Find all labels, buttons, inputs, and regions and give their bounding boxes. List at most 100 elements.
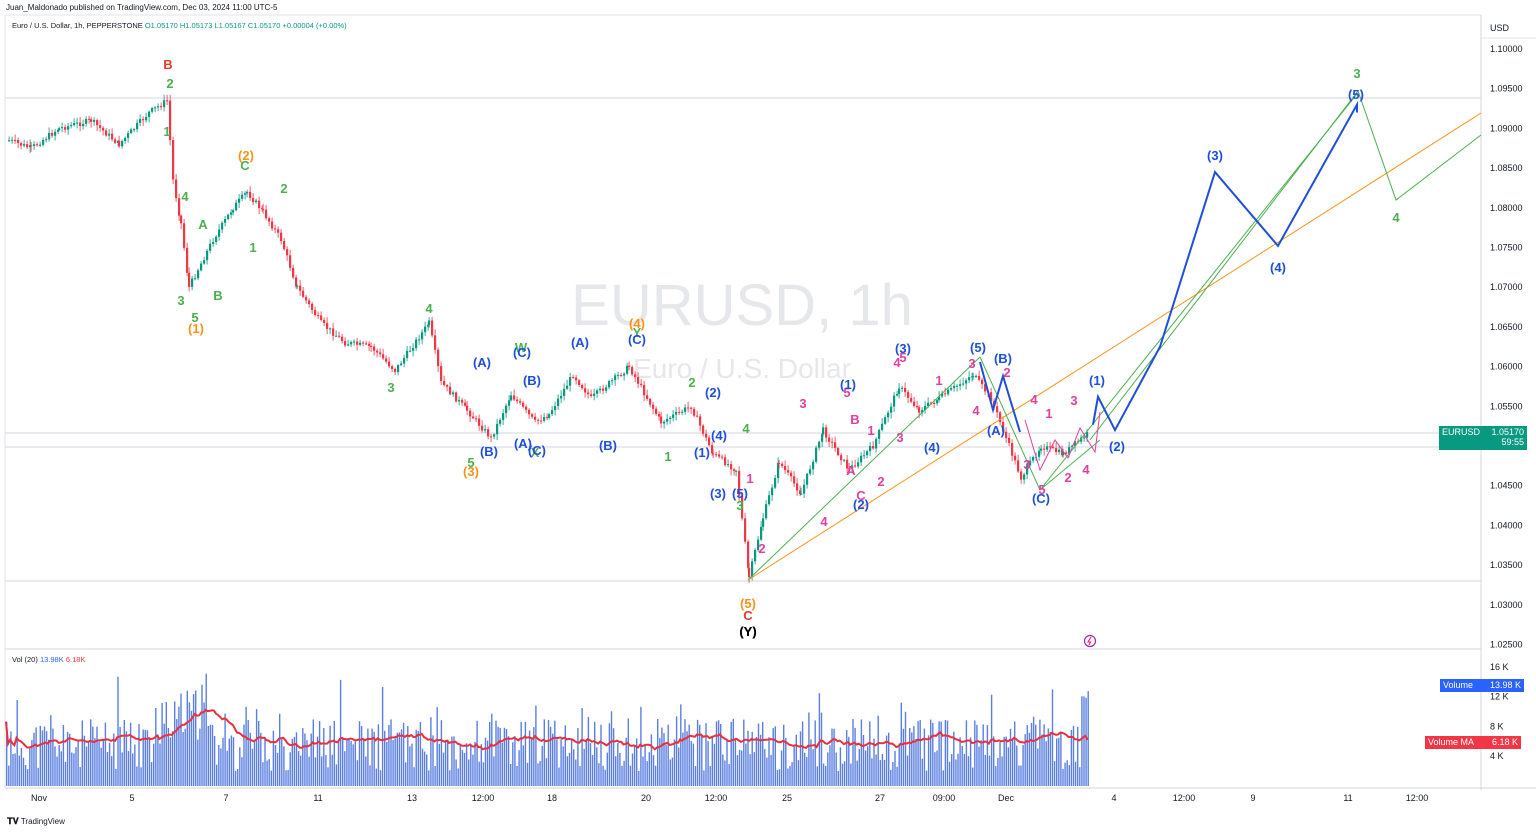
wave-label: 3: [177, 293, 184, 308]
volume-bar: [883, 759, 886, 786]
candle-body: [851, 465, 854, 469]
candle-body: [295, 277, 298, 287]
volume-bar: [518, 750, 520, 786]
candle-body: [397, 365, 400, 373]
candle-body: [777, 462, 780, 479]
volume-bar: [669, 759, 671, 786]
volume-bar: [373, 731, 375, 786]
candle-body: [959, 384, 962, 386]
candle-body: [1049, 446, 1052, 448]
candle-body: [45, 139, 48, 141]
volume-bar: [165, 701, 167, 786]
candle-body: [427, 324, 430, 327]
candle-body: [548, 414, 551, 418]
candle-body: [705, 433, 708, 438]
volume-bar: [829, 745, 831, 786]
volume-bar: [249, 732, 251, 786]
candle-body: [230, 212, 233, 215]
candle-body: [121, 141, 124, 147]
candle-body: [525, 406, 528, 410]
candle-body: [169, 100, 172, 141]
candle-body: [587, 392, 590, 395]
volume-bar: [1018, 765, 1020, 786]
volume-bar: [501, 742, 503, 786]
candle-body: [421, 332, 424, 340]
candle-body: [640, 383, 643, 386]
wave-label: (C): [513, 345, 531, 360]
wave-label: 3: [387, 380, 394, 395]
volume-bar: [512, 742, 514, 786]
candle-body: [735, 470, 738, 472]
candle-body: [111, 133, 114, 140]
time-axis[interactable]: Nov 5 7 11 13 12:00 18 20 12:00 25 27 09:00 Dec 4 12:0…: [31, 793, 1428, 803]
volume-bar: [654, 765, 657, 786]
price-tick: 1.03500: [1490, 560, 1523, 570]
volume-bar: [314, 757, 317, 786]
volume-bar: [1047, 728, 1049, 786]
volume-axis[interactable]: 16 K 12 K 8 K 4 K: [1490, 662, 1509, 761]
volume-bar: [228, 738, 230, 786]
price-tick: 1.08000: [1490, 203, 1523, 213]
volume-bar: [470, 744, 472, 786]
alert-icon[interactable]: [1083, 634, 1097, 648]
wave-label: 4: [972, 403, 980, 418]
volume-bar: [125, 731, 128, 786]
candle-body: [975, 375, 978, 377]
volume-bar: [1024, 734, 1026, 786]
candle-body: [33, 144, 36, 146]
volume-bar: [839, 747, 842, 786]
volume-bar: [734, 737, 737, 786]
volume-bar: [556, 739, 558, 786]
volume-bar: [203, 702, 205, 786]
candle-body: [708, 437, 711, 446]
candle-body: [681, 411, 684, 413]
volume-bar: [806, 757, 808, 786]
volume-bar: [766, 757, 768, 786]
candle-body: [543, 417, 546, 421]
candle-body: [918, 407, 921, 413]
volume-bar: [39, 725, 41, 786]
volume-bar: [480, 744, 482, 786]
volume-bar: [66, 731, 69, 786]
volume-bar: [134, 744, 136, 786]
candle-body: [652, 404, 655, 409]
volume-bar: [869, 721, 871, 786]
volume-bar: [186, 690, 188, 786]
volume-bar: [304, 733, 306, 786]
wave-label: (Y): [739, 624, 756, 639]
volume-bar: [646, 761, 648, 786]
volume-bar: [736, 755, 739, 786]
volume-ma-badge[interactable]: Volume MA 6.18 K: [1425, 736, 1521, 749]
candle-body: [308, 300, 311, 304]
candle-body: [224, 219, 227, 223]
last-price-badge[interactable]: EURUSD 1.05170 59:55: [1439, 426, 1527, 450]
volume-badge[interactable]: Volume 13.98 K: [1440, 679, 1524, 692]
volume-bar: [764, 749, 766, 786]
time-tick: 13: [407, 793, 417, 803]
candle-body: [36, 144, 39, 146]
volume-bar: [858, 749, 860, 786]
volume-bar: [898, 743, 900, 786]
volume-badge-label: Volume: [1443, 680, 1474, 690]
candle-body: [1038, 450, 1041, 457]
wave-label: (4): [629, 316, 645, 331]
volume-bar: [169, 737, 172, 786]
volume-bar: [799, 731, 802, 786]
volume-bar: [797, 760, 800, 786]
candle-body: [519, 401, 522, 403]
volume-bar: [615, 756, 617, 786]
wave-label: A: [846, 463, 856, 478]
candle-body: [160, 106, 163, 108]
volume-bar: [921, 758, 923, 786]
candle-body: [51, 132, 54, 136]
volume-bar: [375, 768, 377, 786]
candle-body: [774, 478, 777, 488]
price-axis[interactable]: 1.10000 1.09500 1.09000 1.08500 1.08000 1.075…: [1490, 44, 1523, 650]
volume-bar: [783, 724, 785, 786]
symbol-legend: Euro / U.S. Dollar, 1h, PEPPERSTONE O1.0…: [12, 21, 347, 30]
volume-bar: [694, 766, 697, 786]
candle-body: [927, 402, 930, 406]
candle-body: [628, 365, 631, 368]
candle-body: [860, 455, 863, 463]
